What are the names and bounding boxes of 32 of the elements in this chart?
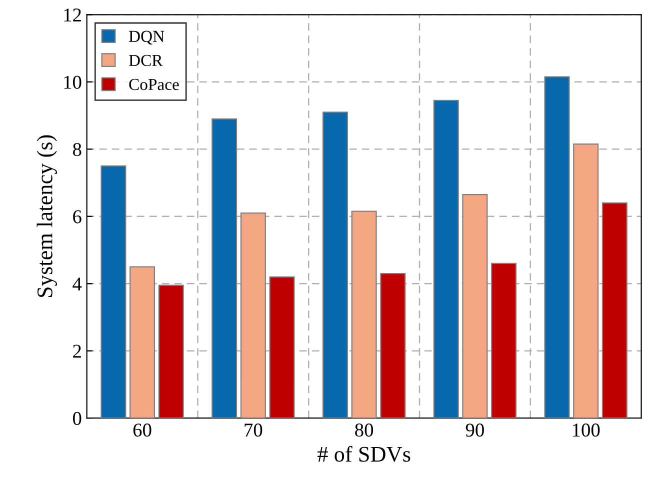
bar (573, 144, 599, 418)
y-axis-title: System latency (s) (36, 135, 57, 297)
x-axis-title: # of SDVs (318, 446, 410, 462)
y-tick-label: 8 (73, 142, 82, 156)
x-tick-label: 60 (133, 424, 152, 437)
bar (130, 266, 156, 418)
y-tick-label: 10 (64, 76, 82, 89)
bar (212, 118, 238, 418)
bar (158, 284, 184, 418)
y-tick-label: 4 (72, 278, 82, 290)
bar (433, 100, 459, 418)
bar (491, 262, 517, 418)
x-tick-label: 90 (466, 424, 484, 437)
y-tick-label: 6 (73, 210, 82, 224)
y-tick-label: 2 (73, 344, 81, 358)
bar (602, 202, 628, 418)
bar (380, 272, 406, 418)
bar (269, 276, 295, 418)
x-tick-label: 80 (355, 424, 374, 437)
bar (462, 194, 488, 418)
bar (351, 210, 377, 418)
bar (544, 76, 570, 418)
legend-label: DQN (128, 30, 164, 45)
y-tick-label: 12 (64, 8, 81, 22)
y-tick-label: 0 (73, 412, 82, 426)
bar (322, 112, 348, 418)
legend-label: CoPace (129, 78, 179, 90)
x-tick-label: 70 (244, 424, 262, 437)
bar (100, 165, 126, 418)
x-tick-label: 100 (572, 424, 600, 437)
bar (240, 212, 266, 418)
legend-label: DCR (128, 54, 163, 66)
